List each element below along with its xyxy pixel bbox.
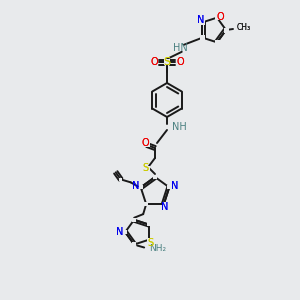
- Text: O: O: [141, 138, 149, 148]
- Text: O: O: [176, 57, 184, 67]
- Text: CH₃: CH₃: [237, 23, 251, 32]
- Text: N: N: [161, 202, 169, 212]
- Text: HN: HN: [173, 43, 188, 53]
- Text: O: O: [216, 12, 224, 22]
- Text: NH₂: NH₂: [149, 244, 166, 253]
- FancyBboxPatch shape: [139, 185, 143, 189]
- FancyBboxPatch shape: [164, 59, 170, 65]
- Text: S: S: [148, 238, 154, 248]
- FancyBboxPatch shape: [176, 59, 182, 64]
- Text: S: S: [148, 238, 154, 248]
- Text: N: N: [132, 182, 140, 191]
- FancyBboxPatch shape: [132, 242, 136, 247]
- Text: N: N: [171, 182, 178, 191]
- FancyBboxPatch shape: [224, 28, 229, 32]
- Text: N: N: [161, 202, 169, 212]
- Text: S: S: [164, 57, 171, 67]
- Text: S: S: [142, 163, 148, 173]
- FancyBboxPatch shape: [144, 202, 148, 206]
- FancyBboxPatch shape: [123, 230, 127, 234]
- FancyBboxPatch shape: [162, 202, 166, 206]
- Text: NH: NH: [172, 122, 187, 132]
- Text: O: O: [150, 57, 158, 67]
- FancyBboxPatch shape: [147, 238, 151, 242]
- Text: N: N: [197, 15, 204, 26]
- Text: N: N: [116, 227, 124, 237]
- Text: O: O: [216, 12, 224, 22]
- FancyBboxPatch shape: [152, 59, 158, 64]
- FancyBboxPatch shape: [200, 20, 205, 25]
- Text: N: N: [197, 15, 204, 26]
- FancyBboxPatch shape: [119, 178, 122, 181]
- FancyBboxPatch shape: [147, 223, 151, 226]
- Text: N: N: [116, 227, 124, 237]
- FancyBboxPatch shape: [214, 15, 220, 20]
- FancyBboxPatch shape: [144, 166, 150, 170]
- Text: N: N: [171, 182, 178, 191]
- FancyBboxPatch shape: [142, 140, 148, 146]
- FancyBboxPatch shape: [140, 140, 149, 146]
- FancyBboxPatch shape: [200, 35, 205, 40]
- FancyBboxPatch shape: [153, 175, 157, 179]
- Text: O: O: [176, 57, 184, 67]
- Text: CH₃: CH₃: [237, 23, 251, 32]
- Text: N: N: [132, 182, 140, 191]
- Text: O: O: [141, 138, 149, 148]
- Text: S: S: [142, 163, 148, 173]
- FancyBboxPatch shape: [167, 185, 171, 189]
- FancyBboxPatch shape: [132, 218, 136, 222]
- Text: S: S: [164, 57, 171, 67]
- FancyBboxPatch shape: [214, 40, 220, 45]
- Text: O: O: [150, 57, 158, 67]
